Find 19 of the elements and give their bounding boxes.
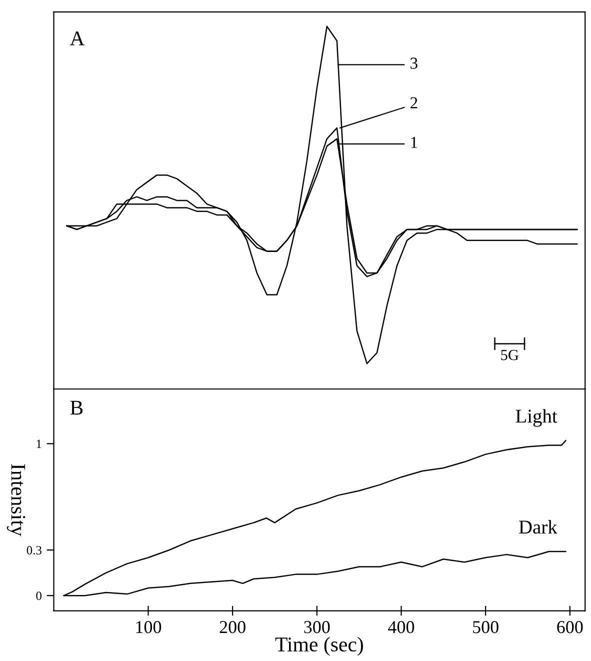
legend-label: 1 bbox=[411, 136, 418, 148]
series-label: Dark bbox=[519, 520, 558, 534]
x-tick-label: 200 bbox=[220, 621, 246, 634]
y-tick-label: 1 bbox=[36, 440, 42, 448]
x-tick-label: 500 bbox=[473, 621, 498, 634]
chart-title: A bbox=[70, 31, 85, 46]
y-tick-label: 0.3 bbox=[26, 546, 42, 555]
text: 2 bbox=[410, 97, 418, 108]
chart-title: B bbox=[70, 400, 83, 415]
x-tick-label: 400 bbox=[388, 621, 414, 634]
y-axis-title: Intensity bbox=[6, 464, 26, 536]
annotation: 5G bbox=[501, 350, 519, 360]
x-tick-label: 300 bbox=[304, 621, 330, 634]
y-tick-label: 0 bbox=[36, 592, 42, 600]
x-tick-label: 100 bbox=[136, 621, 162, 634]
x-axis-title: Time (sec) bbox=[275, 636, 363, 656]
x-tick-label: 600 bbox=[557, 621, 583, 634]
series-label: Light bbox=[516, 409, 558, 427]
legend-label: 3 bbox=[410, 58, 418, 69]
